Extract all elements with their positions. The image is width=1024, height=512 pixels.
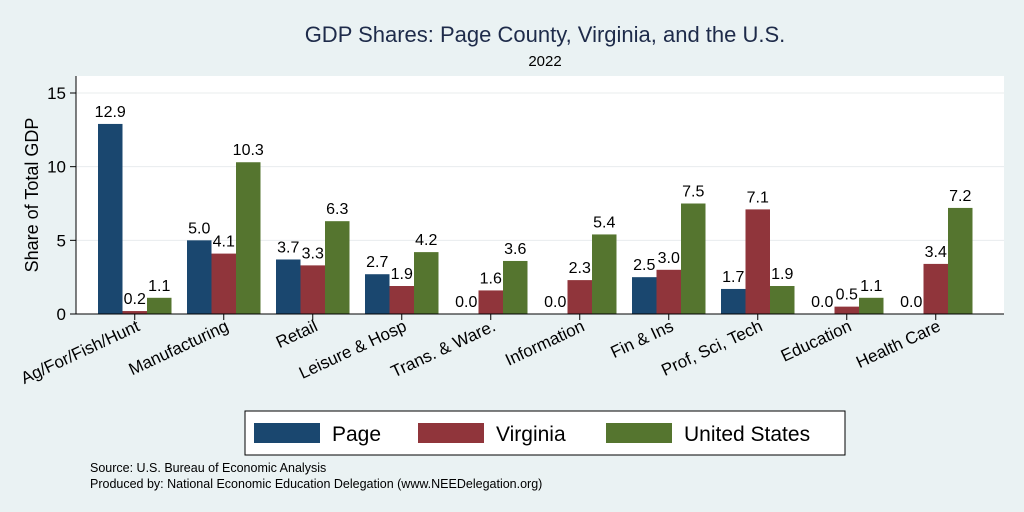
bar bbox=[681, 203, 706, 314]
bar bbox=[187, 240, 212, 314]
bar bbox=[745, 209, 770, 314]
chart-subtitle: 2022 bbox=[528, 53, 561, 70]
chart-title: GDP Shares: Page County, Virginia, and t… bbox=[305, 22, 786, 47]
bar bbox=[656, 269, 681, 314]
bar-value-label: 2.3 bbox=[569, 260, 591, 277]
bar bbox=[365, 274, 390, 314]
bar-value-label: 0.2 bbox=[124, 291, 146, 308]
bar bbox=[98, 123, 123, 314]
bar bbox=[300, 265, 325, 314]
bar bbox=[923, 263, 948, 314]
bar-value-label: 3.6 bbox=[504, 241, 526, 258]
bar-value-label: 4.2 bbox=[415, 232, 437, 249]
bar-value-label: 3.7 bbox=[277, 239, 299, 256]
bar bbox=[632, 277, 657, 314]
bar bbox=[478, 290, 503, 314]
bar-value-label: 2.7 bbox=[366, 254, 388, 271]
y-tick-label: 15 bbox=[47, 84, 66, 103]
data-labels: 12.90.21.15.04.110.33.7 3.36.32.71.94.20.… bbox=[95, 104, 972, 311]
x-tick-label: Manufacturing bbox=[126, 316, 232, 379]
bar bbox=[721, 288, 746, 314]
legend: Page Virginia United States bbox=[244, 410, 846, 456]
x-tick-label: Information bbox=[502, 316, 587, 369]
y-axis: 0 5 10 15 bbox=[47, 76, 77, 324]
gridlines bbox=[76, 92, 1004, 241]
bar-value-label: 0.0 bbox=[544, 294, 566, 311]
bar bbox=[276, 259, 301, 314]
bar-value-label: 0.0 bbox=[455, 294, 477, 311]
bar-value-label: 1.1 bbox=[148, 278, 170, 295]
bar bbox=[211, 253, 236, 314]
bar-value-label: 4.1 bbox=[213, 234, 235, 251]
bars bbox=[98, 123, 973, 314]
bar bbox=[567, 280, 592, 314]
bar-value-label: 0.0 bbox=[811, 294, 833, 311]
bar bbox=[414, 252, 439, 314]
bar bbox=[859, 297, 884, 314]
bar bbox=[503, 260, 528, 314]
legend-label: United States bbox=[684, 423, 810, 446]
bar-value-label: 2.5 bbox=[633, 257, 655, 274]
bar-value-label: 3.4 bbox=[925, 244, 947, 261]
source-note: Source: U.S. Bureau of Economic Analysis bbox=[90, 461, 327, 475]
legend-box bbox=[244, 410, 846, 456]
legend-label: Page bbox=[332, 423, 381, 446]
bar-value-label: 3.3 bbox=[302, 245, 324, 262]
bar-value-label: 6.3 bbox=[326, 201, 348, 218]
bar bbox=[236, 162, 261, 314]
bar-value-label: 5.0 bbox=[188, 220, 210, 237]
legend-swatch bbox=[418, 423, 484, 443]
bar bbox=[834, 306, 859, 314]
y-axis-label: Share of Total GDP bbox=[22, 118, 42, 273]
legend-swatch bbox=[254, 423, 320, 443]
x-tick-label: Prof, Sci, Tech bbox=[658, 316, 765, 379]
bar bbox=[770, 286, 795, 314]
bar-value-label: 1.1 bbox=[860, 278, 882, 295]
bar-value-label: 1.6 bbox=[480, 270, 502, 287]
bar bbox=[948, 207, 973, 314]
legend-swatch bbox=[606, 423, 672, 443]
bar bbox=[389, 286, 414, 314]
y-tick-label: 10 bbox=[47, 158, 66, 177]
x-tick-label: Health Care bbox=[853, 316, 943, 372]
bar bbox=[147, 297, 172, 314]
bar-value-label: 3.0 bbox=[658, 250, 680, 267]
bar-value-label: 10.3 bbox=[233, 142, 264, 159]
bar-value-label: 12.9 bbox=[95, 104, 126, 121]
produced-by-note: Produced by: National Economic Education… bbox=[90, 477, 543, 491]
bar bbox=[122, 311, 147, 314]
bar bbox=[325, 221, 350, 314]
bar-value-label: 7.2 bbox=[949, 188, 971, 205]
bar-value-label: 7.1 bbox=[747, 189, 769, 206]
bar-value-label: 1.9 bbox=[391, 266, 413, 283]
bar-value-label: 1.9 bbox=[771, 266, 793, 283]
x-tick-label: Ag/For/Fish/Hunt bbox=[18, 316, 143, 388]
bar-value-label: 1.7 bbox=[722, 269, 744, 286]
x-tick-label: Retail bbox=[273, 316, 320, 352]
bar-value-label: 7.5 bbox=[682, 184, 704, 201]
y-tick-label: 0 bbox=[57, 305, 66, 324]
bar-value-label: 0.0 bbox=[900, 294, 922, 311]
x-tick-label: Fin & Ins bbox=[608, 316, 677, 362]
bar bbox=[592, 234, 617, 314]
y-tick-label: 5 bbox=[57, 231, 66, 250]
x-tick-label: Education bbox=[778, 316, 855, 365]
bar-value-label: 0.5 bbox=[836, 287, 858, 304]
legend-label: Virginia bbox=[496, 423, 566, 446]
bar-value-label: 5.4 bbox=[593, 214, 615, 231]
